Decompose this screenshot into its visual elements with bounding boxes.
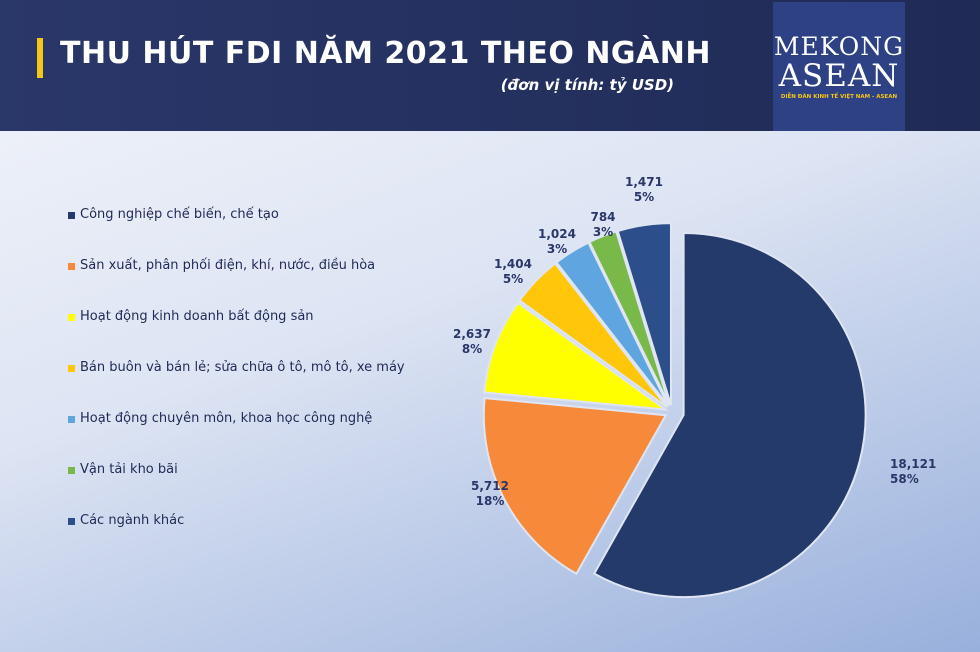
legend-item: Các ngành khác xyxy=(68,513,405,564)
mekong-asean-logo: MEKONG ASEAN DIỄN ĐÀN KINH TẾ VIỆT NAM -… xyxy=(773,2,905,131)
logo-tagline: DIỄN ĐÀN KINH TẾ VIỆT NAM - ASEAN xyxy=(780,94,898,100)
legend-label: Hoạt động chuyên môn, khoa học công nghệ xyxy=(80,411,373,426)
value-label: 1,404 xyxy=(494,257,532,271)
pie-slice xyxy=(555,241,670,407)
value-label: 1,471 xyxy=(625,175,663,189)
value-label: 784 xyxy=(590,210,615,224)
legend-item: Bán buôn và bán lẻ; sửa chữa ô tô, mô tô… xyxy=(68,360,405,411)
value-label: 1,024 xyxy=(538,227,576,241)
pie-slice xyxy=(482,396,668,576)
value-label: 2,637 xyxy=(453,327,491,341)
percent-label: 18% xyxy=(476,494,505,508)
pie-slice xyxy=(483,301,670,411)
legend-swatch xyxy=(68,263,75,270)
chart-legend: Công nghiệp chế biến, chế tạo Sản xuất, p… xyxy=(68,207,405,564)
legend-item: Hoạt động chuyên môn, khoa học công nghệ xyxy=(68,411,405,462)
pie-slice xyxy=(616,222,672,406)
header-banner: THU HÚT FDI NĂM 2021 THEO NGÀNH (đơn vị … xyxy=(0,0,980,131)
legend-swatch xyxy=(68,365,75,372)
legend-label: Công nghiệp chế biến, chế tạo xyxy=(80,207,279,222)
legend-label: Hoạt động kinh doanh bất động sản xyxy=(80,309,314,324)
logo-line1: MEKONG xyxy=(773,32,905,61)
percent-label: 3% xyxy=(547,242,567,256)
legend-label: Bán buôn và bán lẻ; sửa chữa ô tô, mô tô… xyxy=(80,360,405,375)
unit-note: (đơn vị tính: tỷ USD) xyxy=(500,76,674,94)
legend-swatch xyxy=(68,518,75,525)
percent-label: 5% xyxy=(634,190,654,204)
logo-line2: ASEAN xyxy=(778,58,900,94)
value-label: 5,712 xyxy=(471,479,509,493)
legend-swatch xyxy=(68,467,75,474)
percent-label: 5% xyxy=(503,272,523,286)
legend-item: Công nghiệp chế biến, chế tạo xyxy=(68,207,405,258)
value-label: 18,121 xyxy=(890,457,936,471)
pie-slice xyxy=(592,232,867,598)
percent-label: 8% xyxy=(462,342,482,356)
legend-item: Sản xuất, phân phối điện, khí, nước, điề… xyxy=(68,258,405,309)
percent-label: 58% xyxy=(890,472,919,486)
legend-label: Vận tải kho bãi xyxy=(80,462,178,477)
legend-label: Các ngành khác xyxy=(80,513,185,528)
percent-label: 3% xyxy=(593,225,613,239)
legend-item: Hoạt động kinh doanh bất động sản xyxy=(68,309,405,360)
legend-item: Vận tải kho bãi xyxy=(68,462,405,513)
pie-slice xyxy=(588,230,671,406)
accent-bar xyxy=(37,38,43,78)
page-title: THU HÚT FDI NĂM 2021 THEO NGÀNH xyxy=(60,36,711,71)
legend-swatch xyxy=(68,416,75,423)
pie-slice xyxy=(518,262,668,408)
legend-swatch xyxy=(68,212,75,219)
legend-label: Sản xuất, phân phối điện, khí, nước, điề… xyxy=(80,258,376,273)
legend-swatch xyxy=(68,314,75,321)
